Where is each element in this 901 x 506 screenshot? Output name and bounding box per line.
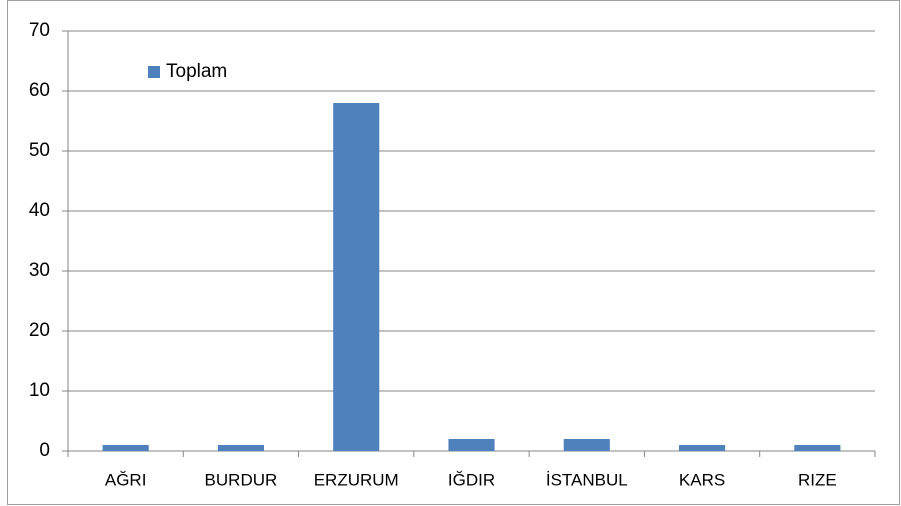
bar: [217, 445, 264, 451]
bar: [102, 445, 149, 451]
x-tick-label: AĞRI: [105, 470, 147, 489]
y-tick-label: 70: [29, 20, 50, 41]
y-tick-label: 30: [29, 260, 50, 281]
x-tick-label: ERZURUM: [314, 470, 399, 489]
x-tick-label: KARS: [679, 470, 725, 489]
bar: [679, 445, 726, 451]
y-tick-label: 20: [29, 320, 50, 341]
legend-label: Toplam: [166, 61, 227, 82]
chart-frame: [7, 0, 900, 505]
bar: [794, 445, 841, 451]
y-tick-label: 40: [29, 200, 50, 221]
x-tick-label: IĞDIR: [448, 470, 495, 489]
y-tick-label: 0: [39, 440, 50, 461]
bar: [333, 103, 380, 451]
x-tick-label: İSTANBUL: [546, 470, 628, 489]
x-tick-label: BURDUR: [205, 470, 278, 489]
x-tick-label: RIZE: [798, 470, 837, 489]
bar: [563, 439, 610, 451]
y-tick-label: 60: [29, 80, 50, 101]
legend-swatch: [148, 66, 160, 78]
y-tick-label: 10: [29, 380, 50, 401]
bar: [448, 439, 495, 451]
y-tick-label: 50: [29, 140, 50, 161]
